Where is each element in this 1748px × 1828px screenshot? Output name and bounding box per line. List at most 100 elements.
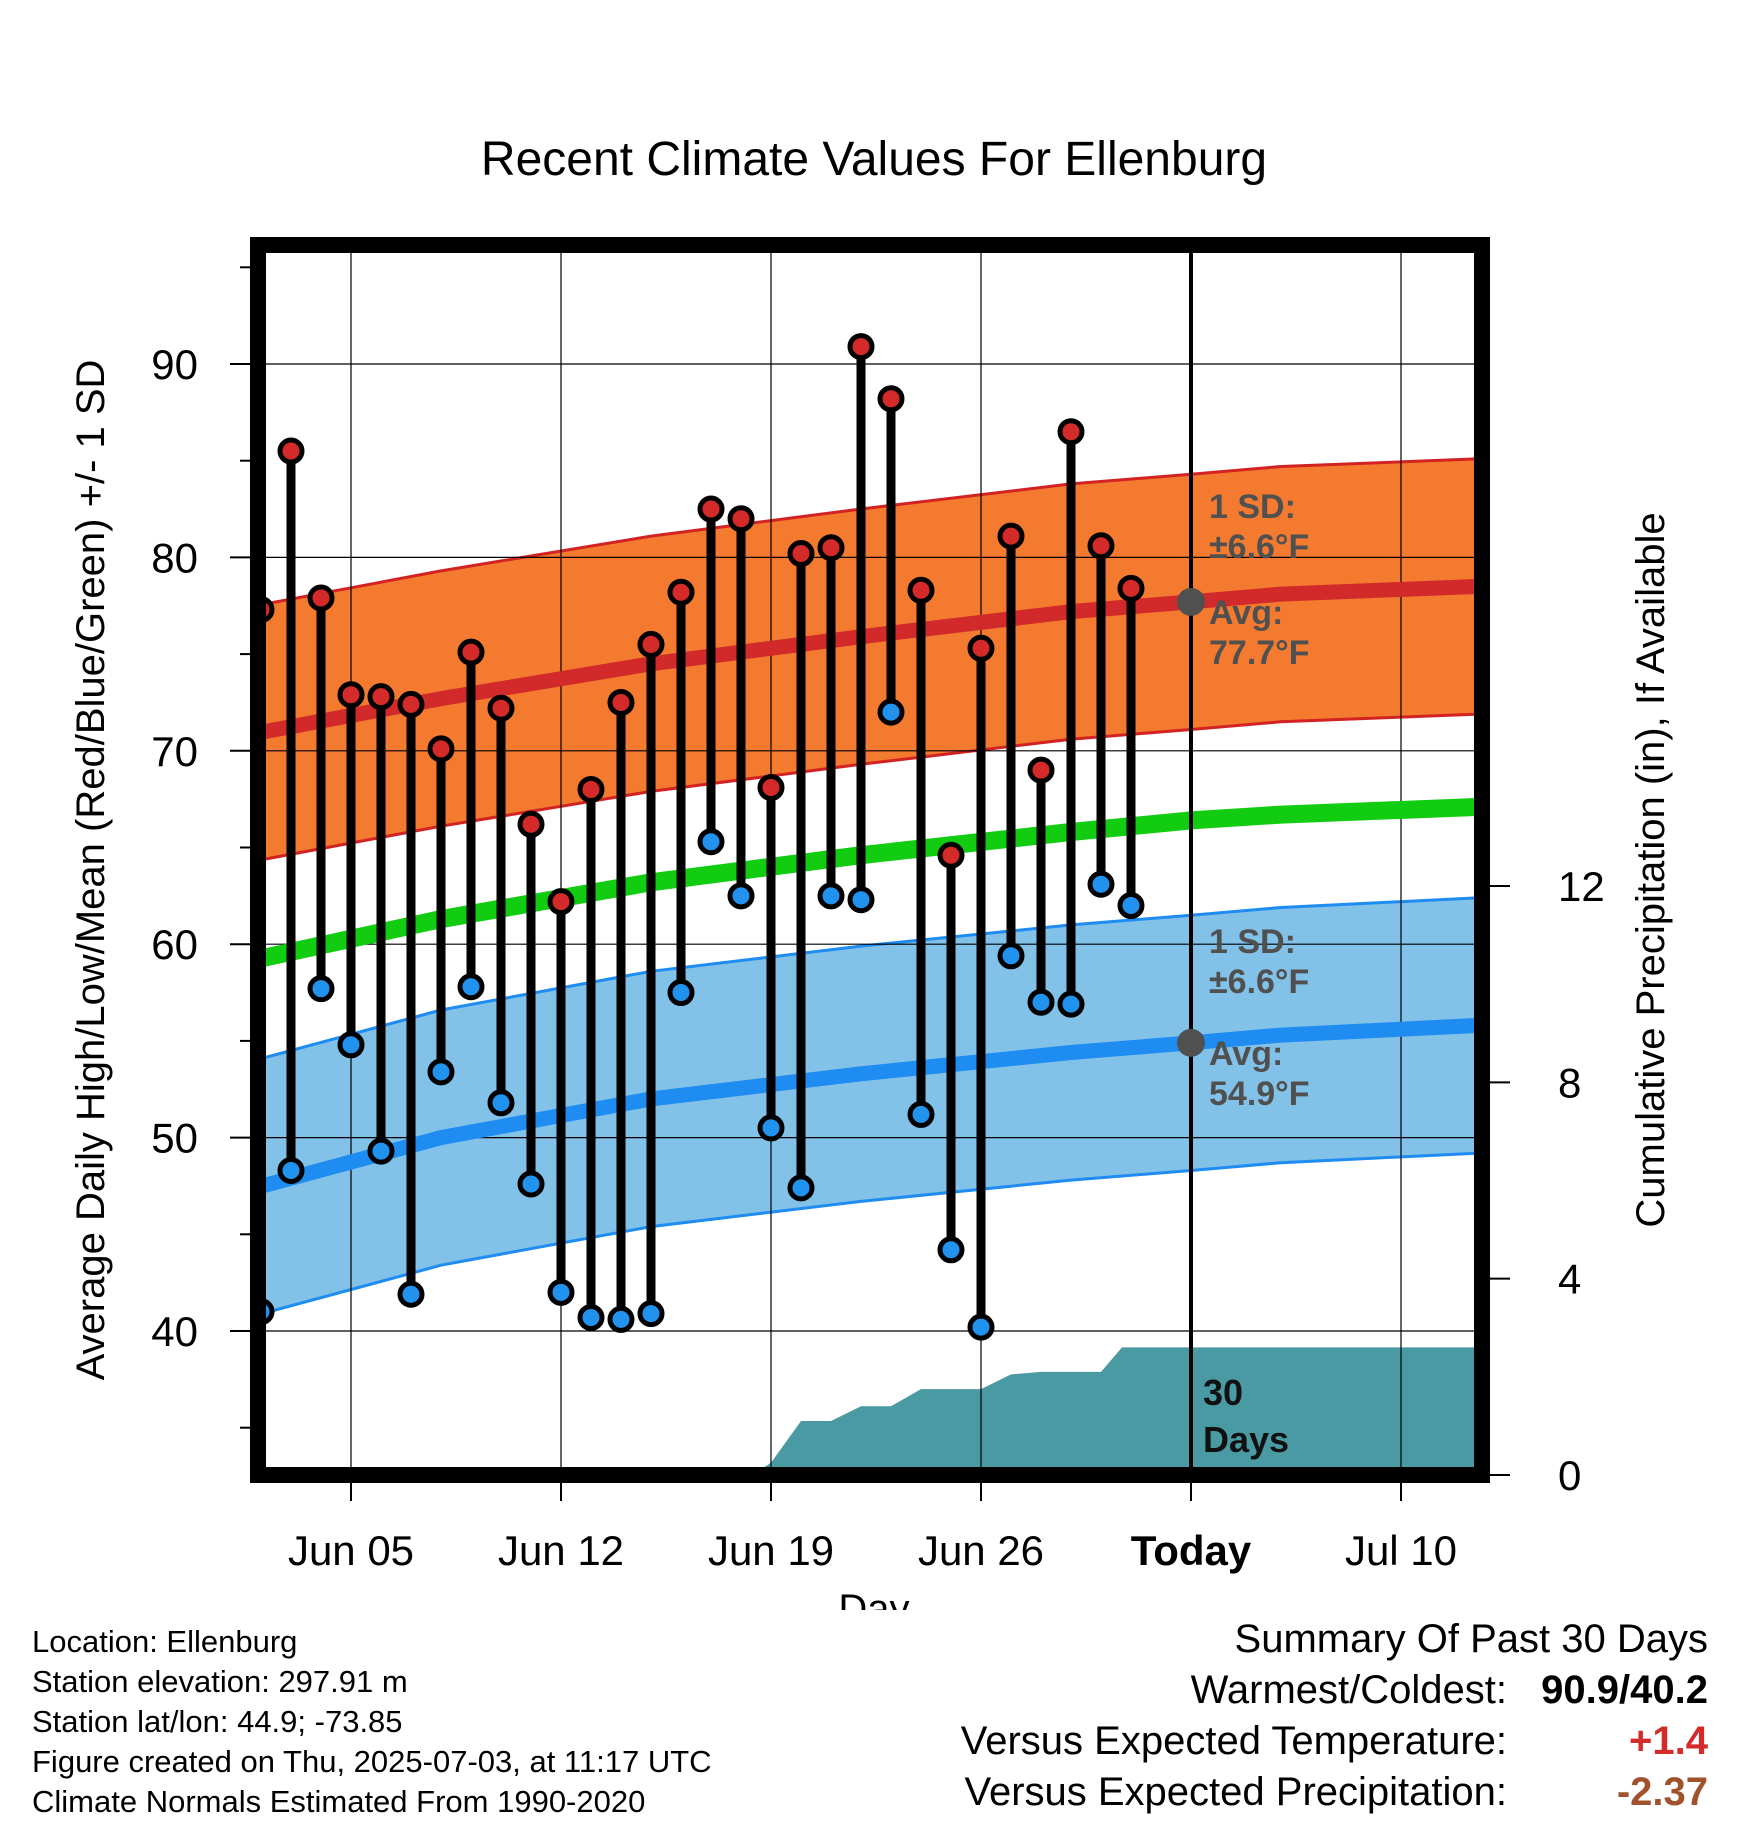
daily-high-point xyxy=(337,681,365,709)
precip-area xyxy=(258,1347,1479,1475)
daily-high-point xyxy=(1087,532,1115,560)
daily-high-point xyxy=(1150,0,1172,11)
warmest-value: 90.9/40.2 xyxy=(1541,1668,1708,1712)
daily-high-point xyxy=(937,841,965,869)
precip-label: Versus Expected Precipitation: xyxy=(964,1770,1507,1814)
daily-low-point xyxy=(337,1031,365,1059)
right-tick-label: 12 xyxy=(1558,863,1605,910)
daily-low-point xyxy=(307,975,335,1003)
daily-high-point xyxy=(967,634,995,662)
normal-low-line xyxy=(258,1017,1480,1195)
daily-high-point xyxy=(907,576,935,604)
high-avg-label: Avg: xyxy=(1209,594,1283,632)
daily-high-point xyxy=(397,690,425,718)
precip-value: -2.37 xyxy=(1616,1770,1708,1814)
right-axis-ticks xyxy=(1490,885,1510,1476)
left-tick-label: 60 xyxy=(151,921,198,968)
daily-high-point xyxy=(727,505,755,533)
bottom-tick-label: Jun 26 xyxy=(918,1527,1044,1574)
daily-low-point xyxy=(937,1236,965,1264)
precip-window-label: Days xyxy=(1203,1419,1289,1460)
daily-low-point xyxy=(817,882,845,910)
high-sd-value: ±6.6°F xyxy=(1209,528,1309,566)
daily-low-point xyxy=(997,942,1025,970)
x-axis-label: Day xyxy=(838,1587,909,1610)
daily-low-point xyxy=(637,1300,665,1328)
daily-low-point xyxy=(757,1114,785,1142)
bottom-tick-label: Today xyxy=(1131,1527,1252,1574)
daily-low-point xyxy=(697,828,725,856)
daily-high-point xyxy=(817,534,845,562)
daily-low-point xyxy=(667,979,695,1007)
normal-mean-line xyxy=(258,797,1480,969)
daily-low-point xyxy=(787,1174,815,1202)
location-text: Location: Ellenburg xyxy=(32,1624,298,1659)
daily-low-point xyxy=(1150,0,1172,11)
today-low-avg-marker xyxy=(1177,1028,1205,1057)
daily-high-point xyxy=(367,683,395,711)
climate-chart: Recent Climate Values For Ellenburg 1 SD… xyxy=(69,0,1673,1610)
high-band-lower-edge xyxy=(258,712,1480,862)
precip-window-number: 30 xyxy=(1203,1372,1243,1413)
latlon-text: Station lat/lon: 44.9; -73.85 xyxy=(32,1704,403,1739)
daily-low-point xyxy=(517,1170,545,1198)
daily-low-point xyxy=(727,882,755,910)
daily-low-point xyxy=(577,1303,605,1331)
elevation-text: Station elevation: 297.91 m xyxy=(32,1664,408,1699)
left-tick-label: 40 xyxy=(151,1308,198,1355)
daily-low-point xyxy=(277,1156,305,1184)
left-tick-label: 70 xyxy=(151,728,198,775)
left-tick-label: 80 xyxy=(151,534,198,581)
daily-high-point xyxy=(757,774,785,802)
right-tick-label: 0 xyxy=(1558,1452,1581,1499)
daily-low-point xyxy=(967,1313,995,1341)
daily-low-point xyxy=(1087,870,1115,898)
bottom-tick-label: Jun 12 xyxy=(498,1527,624,1574)
daily-low-point xyxy=(367,1137,395,1165)
bottom-tick-label: Jun 19 xyxy=(708,1527,834,1574)
bottom-tick-label: Jun 05 xyxy=(288,1527,414,1574)
high-sd-label: 1 SD: xyxy=(1209,488,1296,526)
daily-high-point xyxy=(277,437,305,465)
daily-high-point xyxy=(1027,756,1055,784)
daily-low-point xyxy=(547,1278,575,1306)
daily-high-point xyxy=(487,694,515,722)
daily-low-point xyxy=(1117,892,1145,920)
daily-high-point xyxy=(787,540,815,568)
daily-high-point xyxy=(307,584,335,612)
temp-label: Versus Expected Temperature: xyxy=(960,1719,1507,1763)
left-axis-ticks xyxy=(230,266,250,1429)
normals-text: Climate Normals Estimated From 1990-2020 xyxy=(32,1784,646,1819)
summary-heading: Summary Of Past 30 Days xyxy=(1234,1617,1708,1661)
plot-frame xyxy=(250,237,1490,1483)
daily-high-point xyxy=(517,810,545,838)
summary-precip-row: Versus Expected Precipitation: -2.37 xyxy=(961,1767,1708,1818)
daily-high-point xyxy=(547,888,575,916)
daily-low-point xyxy=(1027,988,1055,1016)
right-tick-label: 8 xyxy=(1558,1059,1581,1106)
daily-high-point xyxy=(997,522,1025,550)
chart-title: Recent Climate Values For Ellenburg xyxy=(481,133,1267,186)
y-axis-label-left: Average Daily High/Low/Mean (Red/Blue/Gr… xyxy=(69,360,113,1381)
summary-panel: Summary Of Past 30 Days Warmest/Coldest:… xyxy=(961,1614,1708,1818)
low-sd-label: 1 SD: xyxy=(1209,923,1296,961)
daily-high-point xyxy=(877,385,905,413)
daily-high-point xyxy=(697,495,725,523)
low-band-upper-edge xyxy=(258,896,1480,1061)
left-tick-label: 90 xyxy=(151,341,198,388)
low-avg-label: Avg: xyxy=(1209,1035,1283,1073)
normal-high-line xyxy=(258,578,1480,741)
daily-low-point xyxy=(427,1058,455,1086)
daily-high-point xyxy=(607,688,635,716)
daily-low-point xyxy=(877,698,905,726)
bottom-axis-ticks xyxy=(350,1483,1402,1501)
daily-low-point xyxy=(1057,990,1085,1018)
created-text: Figure created on Thu, 2025-07-03, at 11… xyxy=(32,1744,712,1779)
daily-high-point xyxy=(637,630,665,658)
station-info: Location: Ellenburg Station elevation: 2… xyxy=(32,1622,712,1822)
high-band-upper-edge xyxy=(258,457,1480,607)
today-high-avg-marker xyxy=(1177,587,1205,616)
warmest-label: Warmest/Coldest: xyxy=(1190,1668,1507,1712)
